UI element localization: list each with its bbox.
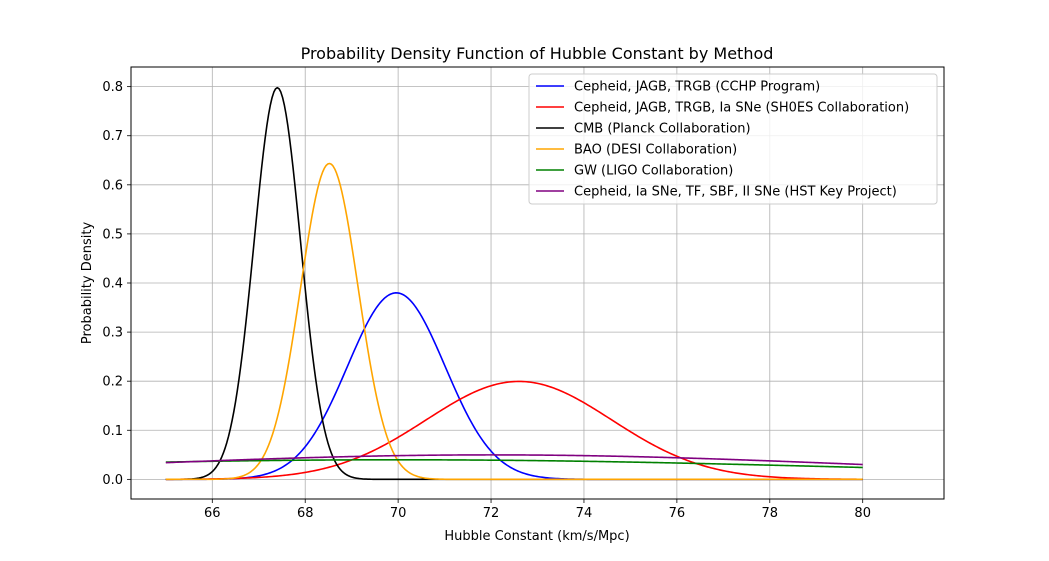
legend-label-3: CMB (Planck Collaboration) [574, 122, 751, 137]
legend-label-1: Cepheid, JAGB, TRGB (CCHP Program) [574, 80, 820, 95]
x-tick-label: 72 [483, 506, 500, 521]
legend-entries: Cepheid, JAGB, TRGB (CCHP Program) Cephei… [536, 80, 909, 200]
x-axis-label: Hubble Constant (km/s/Mpc) [444, 529, 629, 544]
series-line-2 [165, 380, 863, 481]
y-tick-label: 0.3 [102, 326, 123, 341]
legend-label-6: Cepheid, Ia SNe, TF, SBF, II SNe (HST Ke… [574, 185, 897, 200]
x-tick-label: 78 [762, 506, 779, 521]
y-tick-label: 0.2 [102, 375, 123, 390]
series-lines [165, 86, 863, 481]
y-tick-label: 0.8 [102, 80, 123, 95]
x-tick-label: 80 [854, 506, 871, 521]
axis-ticks: 66 68 70 72 74 76 78 80 0.0 0.1 0.2 0.3 0.4 0.5 0.6 0.7… [102, 80, 871, 521]
series-line-6 [165, 454, 863, 466]
y-tick-label: 0.4 [102, 277, 123, 292]
series-line-4 [165, 162, 863, 481]
x-tick-label: 70 [390, 506, 407, 521]
y-tick-label: 0.5 [102, 227, 123, 242]
x-tick-label: 68 [297, 506, 314, 521]
y-axis-label: Probability Density [80, 222, 95, 345]
chart-title: Probability Density Function of Hubble C… [301, 44, 774, 63]
legend-label-4: BAO (DESI Collaboration) [574, 143, 737, 158]
legend: Cepheid, JAGB, TRGB (CCHP Program) Cephei… [528, 73, 938, 205]
legend-box [528, 73, 938, 205]
legend-label-2: Cepheid, JAGB, TRGB, Ia SNe (SH0ES Colla… [574, 101, 909, 116]
x-tick-label: 74 [576, 506, 593, 521]
x-tick-label: 66 [204, 506, 221, 521]
x-tick-label: 76 [669, 506, 686, 521]
y-tick-label: 0.7 [102, 129, 123, 144]
series-line-5 [165, 458, 863, 469]
y-tick-label: 0.1 [102, 424, 123, 439]
y-tick-label: 0.6 [102, 178, 123, 193]
legend-label-5: GW (LIGO Collaboration) [574, 164, 733, 179]
y-tick-label: 0.0 [102, 473, 123, 488]
